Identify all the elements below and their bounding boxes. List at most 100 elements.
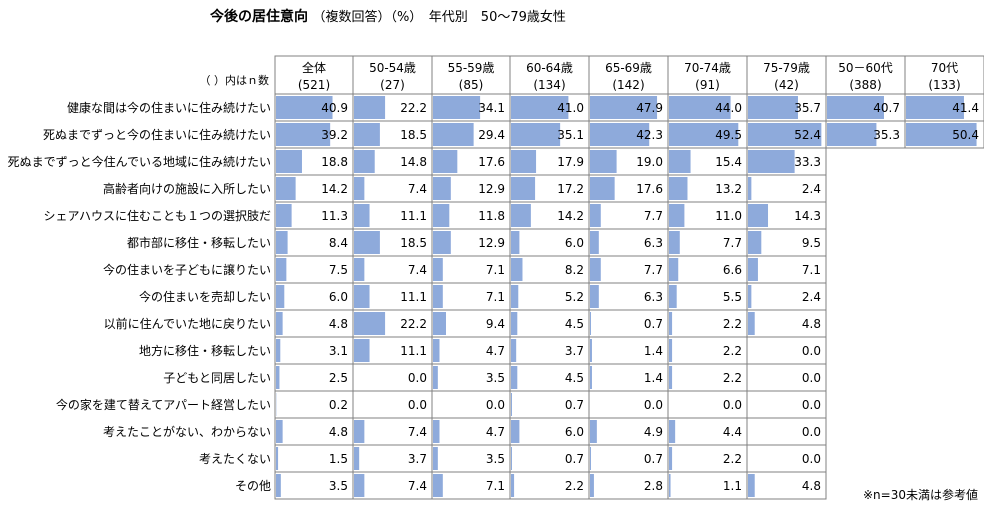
title-sub: （複数回答）（%） 年代別 50～79歳女性 — [312, 10, 566, 25]
value-bar — [354, 420, 365, 443]
column-header-label: 75-79歳 — [763, 61, 810, 75]
value-label: 2.2 — [723, 371, 742, 385]
value-bar — [511, 285, 519, 308]
value-label: 6.3 — [644, 290, 663, 304]
value-bar — [354, 339, 370, 362]
value-bar — [511, 150, 537, 173]
value-label: 4.7 — [486, 425, 505, 439]
value-bar — [433, 258, 443, 281]
value-bar — [590, 474, 594, 497]
value-bar — [748, 258, 758, 281]
value-bar — [906, 123, 977, 146]
value-label: 9.4 — [486, 317, 505, 331]
table-cell — [588, 336, 669, 365]
row-label: 死ぬまでずっと今住んでいる地域に住み続けたい — [8, 154, 271, 169]
table-cell — [667, 228, 748, 257]
value-bar — [590, 231, 599, 254]
column-header-n: (42) — [774, 78, 799, 92]
table-cell — [274, 471, 354, 500]
value-label: 17.2 — [557, 182, 584, 196]
value-bar — [590, 177, 615, 200]
value-label: 0.0 — [644, 398, 663, 412]
value-label: 0.0 — [802, 425, 821, 439]
value-label: 19.0 — [636, 155, 663, 169]
value-bar — [590, 420, 597, 443]
value-bar — [433, 123, 474, 146]
value-bar — [748, 204, 769, 227]
value-bar — [511, 447, 512, 470]
value-label: 2.8 — [644, 479, 663, 493]
value-label: 35.3 — [873, 128, 900, 142]
row-label: 高齢者向けの施設に入所したい — [103, 181, 271, 196]
column-header-label: 50－60代 — [838, 61, 893, 75]
value-bar — [669, 123, 739, 146]
value-label: 0.0 — [723, 398, 742, 412]
value-label: 4.8 — [802, 317, 821, 331]
value-label: 42.3 — [636, 128, 663, 142]
value-bar — [354, 447, 360, 470]
value-label: 2.2 — [565, 479, 584, 493]
value-bar — [276, 231, 288, 254]
value-label: 0.0 — [802, 344, 821, 358]
table-cell — [509, 363, 590, 392]
table-cell — [431, 417, 511, 446]
value-label: 1.5 — [329, 452, 348, 466]
value-bar — [748, 96, 798, 119]
table-cell — [667, 309, 748, 338]
value-bar — [511, 339, 517, 362]
value-label: 1.1 — [723, 479, 742, 493]
table-cell — [667, 336, 748, 365]
value-label: 0.0 — [408, 398, 427, 412]
value-bar — [433, 447, 438, 470]
table-cell — [667, 444, 748, 473]
table-cell — [746, 471, 827, 500]
value-label: 33.3 — [794, 155, 821, 169]
value-bar — [433, 96, 481, 119]
value-bar — [354, 258, 365, 281]
row-label: 考えたくない — [199, 452, 271, 466]
table-cell — [588, 255, 669, 284]
row-label: 子どもと同居したい — [163, 371, 271, 385]
value-bar — [511, 420, 520, 443]
footnote: ※n=30未満は参考値 — [863, 488, 978, 502]
value-label: 2.2 — [723, 452, 742, 466]
value-label: 22.2 — [400, 317, 427, 331]
column-header-n: (91) — [695, 78, 720, 92]
value-bar — [669, 312, 673, 335]
value-bar — [511, 96, 569, 119]
value-bar — [590, 285, 599, 308]
value-label: 4.8 — [802, 479, 821, 493]
value-label: 22.2 — [400, 101, 427, 115]
table-cell — [352, 390, 433, 419]
column-header-n: (388) — [849, 78, 881, 92]
table-cell — [509, 336, 590, 365]
value-label: 0.2 — [329, 398, 348, 412]
table-cell — [746, 174, 827, 203]
value-bar — [433, 474, 443, 497]
row-label: 健康な間は今の住まいに住み続けたい — [67, 100, 271, 115]
value-label: 35.1 — [557, 128, 584, 142]
column-header-n: (27) — [380, 78, 405, 92]
value-bar — [511, 177, 536, 200]
table-cell — [588, 417, 669, 446]
value-label: 4.8 — [329, 317, 348, 331]
value-bar — [669, 150, 691, 173]
value-label: 7.1 — [802, 263, 821, 277]
value-bar — [590, 123, 650, 146]
value-label: 0.7 — [644, 317, 663, 331]
value-label: 49.5 — [715, 128, 742, 142]
table-cell — [431, 390, 511, 419]
value-label: 8.4 — [329, 236, 348, 250]
value-bar — [433, 150, 458, 173]
value-label: 0.0 — [802, 371, 821, 385]
value-label: 4.8 — [329, 425, 348, 439]
table-cell — [431, 282, 511, 311]
value-label: 3.7 — [565, 344, 584, 358]
value-bar — [276, 339, 281, 362]
value-label: 0.0 — [802, 452, 821, 466]
column-header-label: 50-54歳 — [369, 61, 416, 75]
table-cell — [588, 282, 669, 311]
value-label: 5.2 — [565, 290, 584, 304]
value-bar — [433, 285, 443, 308]
row-label: その他 — [235, 479, 271, 493]
